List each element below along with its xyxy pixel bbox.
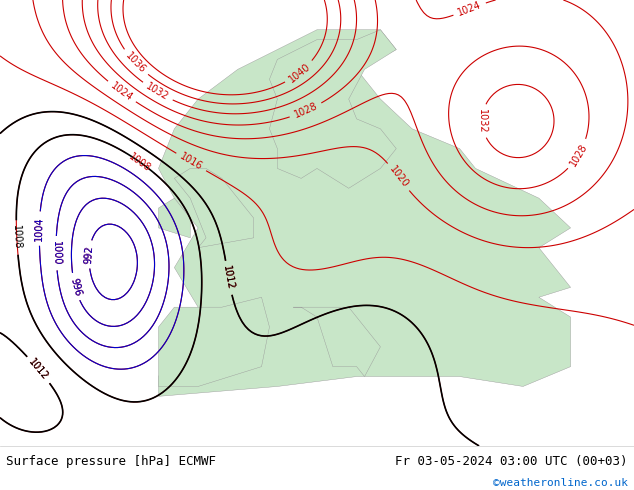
Text: 1012: 1012 (27, 357, 51, 382)
Text: 1004: 1004 (34, 216, 44, 241)
Text: 1024: 1024 (456, 0, 483, 18)
Text: 1032: 1032 (145, 81, 171, 102)
Text: 1028: 1028 (292, 101, 319, 121)
Text: 1028: 1028 (568, 142, 589, 168)
Text: Fr 03-05-2024 03:00 UTC (00+03): Fr 03-05-2024 03:00 UTC (00+03) (395, 455, 628, 468)
Text: 1000: 1000 (51, 241, 61, 266)
Text: 996: 996 (68, 277, 82, 297)
Text: 1036: 1036 (123, 50, 147, 75)
Text: 1012: 1012 (221, 265, 236, 291)
Text: 1020: 1020 (387, 164, 410, 190)
Text: 1016: 1016 (178, 151, 204, 172)
Text: 992: 992 (84, 245, 95, 264)
Text: 996: 996 (68, 277, 82, 297)
Text: 1040: 1040 (287, 61, 312, 84)
Text: 1008: 1008 (11, 225, 22, 250)
Text: ©weatheronline.co.uk: ©weatheronline.co.uk (493, 478, 628, 489)
Text: 1000: 1000 (51, 241, 61, 266)
Text: 1032: 1032 (477, 109, 488, 133)
Text: 1024: 1024 (109, 80, 134, 103)
Text: 1008: 1008 (127, 151, 153, 173)
Text: 1012: 1012 (27, 357, 51, 382)
Text: 1012: 1012 (221, 265, 236, 291)
Text: Surface pressure [hPa] ECMWF: Surface pressure [hPa] ECMWF (6, 455, 216, 468)
Text: 992: 992 (84, 245, 95, 264)
Text: 1004: 1004 (34, 216, 44, 241)
